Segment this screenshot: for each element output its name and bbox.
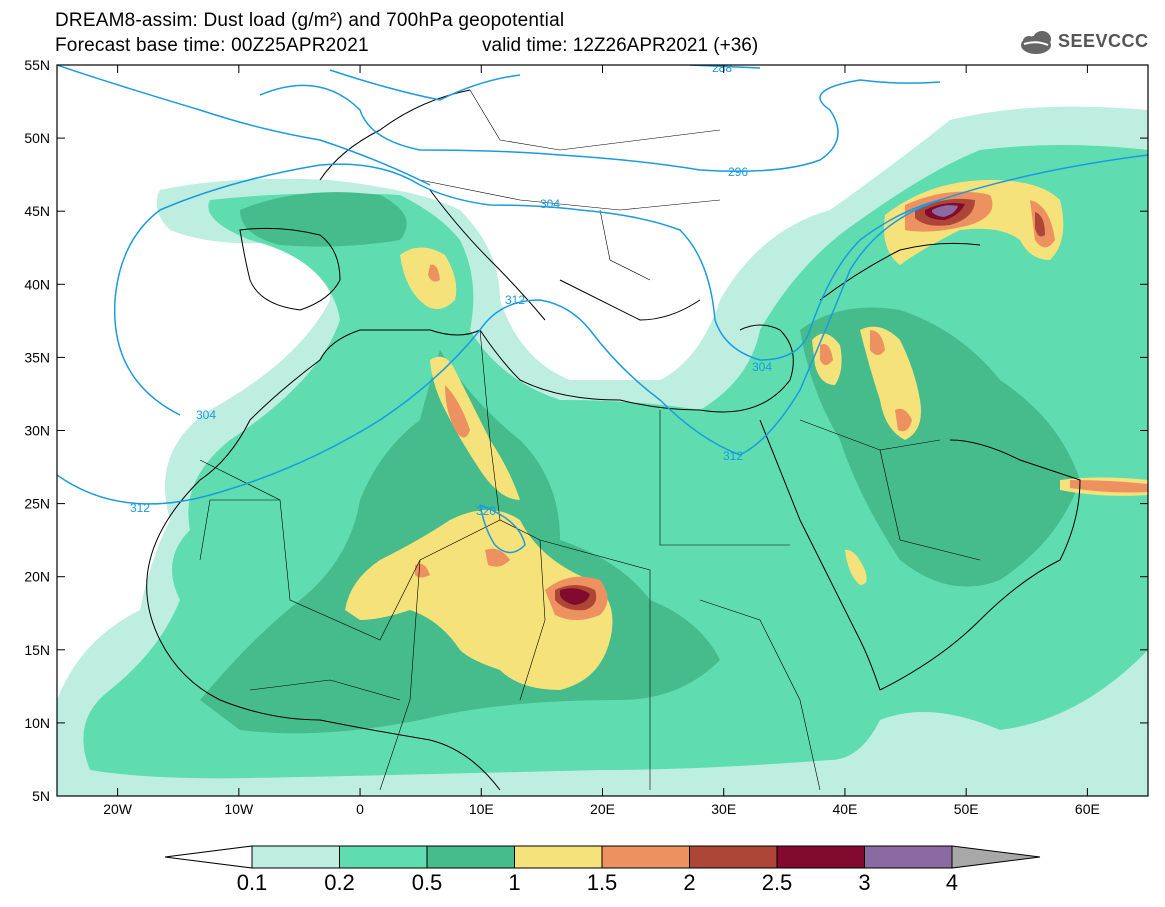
seevccc-logo (1021, 31, 1051, 54)
longitude-axis: 20W 10W 0 10E 20E 30E 40E 50E 60E (103, 65, 1100, 817)
colorbar-label: 0.2 (324, 870, 355, 895)
latitude-axis: 55N 50N 45N 40N 35N 30N 25N 20N 15N 10N 5N (24, 57, 1148, 804)
contour-label-312-a: 312 (505, 293, 525, 307)
colorbar-under-triangle (164, 845, 253, 869)
colorbar-label: 2.5 (762, 870, 793, 895)
contour-label-320: 320 (476, 504, 496, 518)
lon-label: 60E (1075, 801, 1100, 817)
lon-label: 10E (469, 801, 494, 817)
logo-text: SEEVCCC (1058, 31, 1149, 51)
dust-level-3 (932, 205, 958, 217)
lat-label: 55N (24, 57, 50, 73)
cloud-icon (1021, 31, 1051, 54)
colorbar: 0.1 0.2 0.5 1 1.5 2 2.5 3 4 (164, 845, 1041, 895)
lon-label: 20E (590, 801, 615, 817)
lat-label: 5N (32, 788, 50, 804)
dust-level-1-sahara (345, 510, 613, 690)
colorbar-label: 1.5 (587, 870, 618, 895)
contour-label-group: 288 296 304 304 304 312 312 312 320 (130, 61, 772, 518)
lat-label: 20N (24, 569, 50, 585)
map-title: DREAM8-assim: Dust load (g/m²) and 700hP… (55, 10, 565, 31)
lat-label: 30N (24, 423, 50, 439)
lon-label: 10W (224, 801, 254, 817)
colorbar-label: 4 (946, 870, 958, 895)
lon-label: 40E (832, 801, 857, 817)
colorbar-label: 0.1 (237, 870, 268, 895)
lat-label: 25N (24, 496, 50, 512)
colorbar-label: 0.5 (412, 870, 443, 895)
valid-time: valid time: 12Z26APR2021 (+36) (482, 35, 759, 56)
lat-label: 50N (24, 130, 50, 146)
dust-level-0.5-europe (240, 192, 407, 247)
lon-label: 20W (103, 801, 133, 817)
colorbar-segment (601, 845, 690, 869)
dust-level-0.5-levant (800, 307, 1080, 587)
dust-level-1-redsea (845, 549, 867, 585)
colorbar-over-triangle (951, 845, 1041, 869)
lat-label: 35N (24, 349, 50, 365)
colorbar-segment (689, 845, 778, 869)
colorbar-segment (251, 845, 340, 869)
contour-label-312-c: 312 (130, 501, 150, 515)
lon-label: 30E (711, 801, 736, 817)
forecast-base-time: Forecast base time: 00Z25APR2021 (55, 35, 369, 56)
colorbar-segment (776, 845, 865, 869)
contour-label-304-b: 304 (752, 360, 772, 374)
lat-label: 10N (24, 715, 50, 731)
colorbar-segment (514, 845, 603, 869)
lat-label: 45N (24, 203, 50, 219)
colorbar-label: 1 (508, 870, 520, 895)
colorbar-segment (864, 845, 953, 869)
colorbar-label: 3 (858, 870, 870, 895)
colorbar-label: 2 (683, 870, 695, 895)
contour-label-288: 288 (712, 61, 732, 75)
contour-label-296: 296 (728, 165, 748, 179)
geopotential-contours (57, 65, 1148, 554)
lat-label: 15N (24, 642, 50, 658)
contour-label-304-c: 304 (196, 408, 216, 422)
dust-fields: 288 296 304 304 304 312 312 312 320 (57, 61, 1148, 796)
contour-label-312-b: 312 (723, 449, 743, 463)
dust-level-1-libya (430, 356, 520, 500)
lat-label: 40N (24, 276, 50, 292)
lon-label: 0 (356, 801, 364, 817)
dust-level-1-france (400, 247, 457, 309)
lon-label: 50E (954, 801, 979, 817)
country-borders (199, 89, 981, 791)
contour-label-304-a: 304 (540, 197, 560, 211)
colorbar-segment (426, 845, 515, 869)
colorbar-segment (339, 845, 428, 869)
coastlines (146, 89, 1081, 791)
